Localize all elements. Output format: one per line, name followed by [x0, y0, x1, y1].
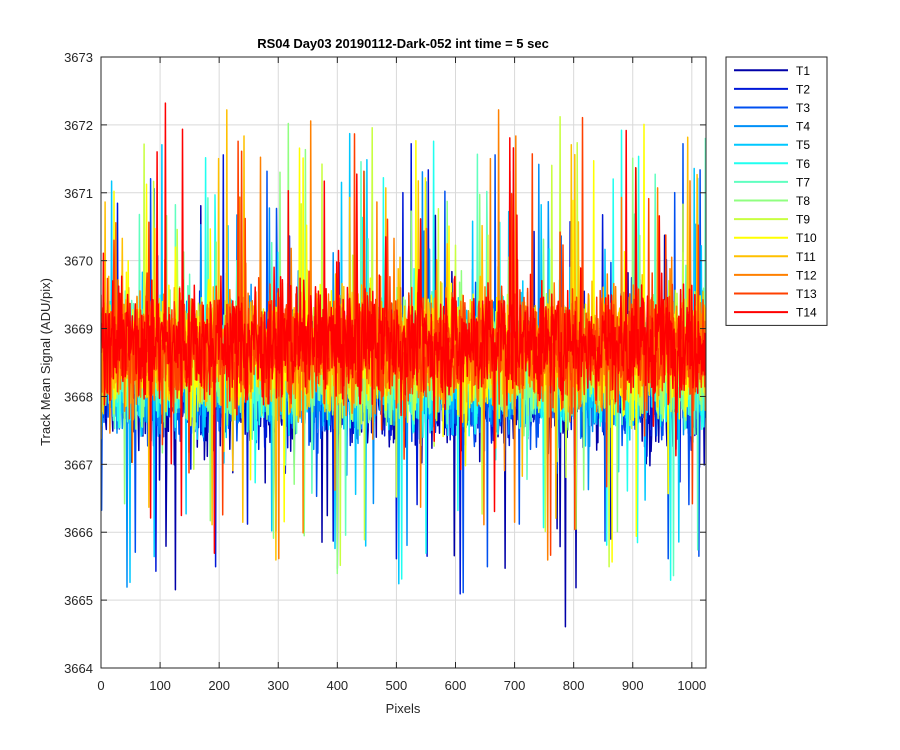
legend-label-T5: T5	[796, 138, 810, 152]
legend-label-T2: T2	[796, 82, 810, 96]
y-tick-label: 3673	[64, 50, 93, 65]
x-tick-label: 400	[326, 678, 348, 693]
x-tick-labels: 0 100 200 300 400 500 600 700 800 900 1000	[97, 678, 706, 693]
x-tick-label: 700	[504, 678, 526, 693]
y-tick-labels: 3664 3665 3666 3667 3668 3669 3670 3671 3672 3673	[64, 50, 93, 676]
legend-label-T10: T10	[796, 231, 817, 245]
y-tick-label: 3671	[64, 186, 93, 201]
plot-border	[100, 56, 707, 669]
legend-label-T9: T9	[796, 213, 810, 227]
axis-ticks	[100, 56, 706, 669]
legend-label-T14: T14	[796, 306, 817, 320]
x-tick-label: 1000	[677, 678, 706, 693]
x-tick-label: 200	[208, 678, 230, 693]
y-tick-label: 3670	[64, 254, 93, 269]
series-line-T14	[101, 102, 706, 554]
y-tick-label: 3665	[64, 593, 93, 608]
x-tick-label: 0	[97, 678, 104, 693]
y-tick-label: 3664	[64, 661, 93, 676]
y-tick-label: 3672	[64, 118, 93, 133]
x-tick-label: 500	[386, 678, 408, 693]
legend-label-T3: T3	[796, 101, 810, 115]
legend-label-T1: T1	[796, 64, 810, 78]
legend-label-T7: T7	[796, 175, 810, 189]
x-tick-label: 900	[622, 678, 644, 693]
x-tick-label: 100	[149, 678, 171, 693]
legend-box	[725, 56, 828, 326]
x-tick-label: 300	[267, 678, 289, 693]
x-tick-label: 600	[445, 678, 467, 693]
legend-label-T12: T12	[796, 268, 817, 282]
y-axis-label: Track Mean Signal (ADU/pix)	[38, 278, 53, 446]
chart-title: RS04 Day03 20190112-Dark-052 int time = …	[257, 36, 549, 51]
x-axis-label: Pixels	[386, 701, 421, 716]
legend-label-T13: T13	[796, 287, 817, 301]
y-tick-label: 3669	[64, 322, 93, 337]
x-tick-label: 800	[563, 678, 585, 693]
series-layer	[101, 102, 706, 628]
legend: T1 T2 T3 T4 T5 T6 T7 T8 T9 T10 T11 T12 T13 T14	[725, 56, 828, 326]
legend-label-T4: T4	[796, 120, 810, 134]
y-tick-label: 3666	[64, 525, 93, 540]
legend-label-T8: T8	[796, 194, 810, 208]
legend-label-T11: T11	[796, 250, 816, 264]
y-tick-label: 3667	[64, 457, 93, 472]
legend-label-T6: T6	[796, 157, 810, 171]
y-tick-label: 3668	[64, 389, 93, 404]
